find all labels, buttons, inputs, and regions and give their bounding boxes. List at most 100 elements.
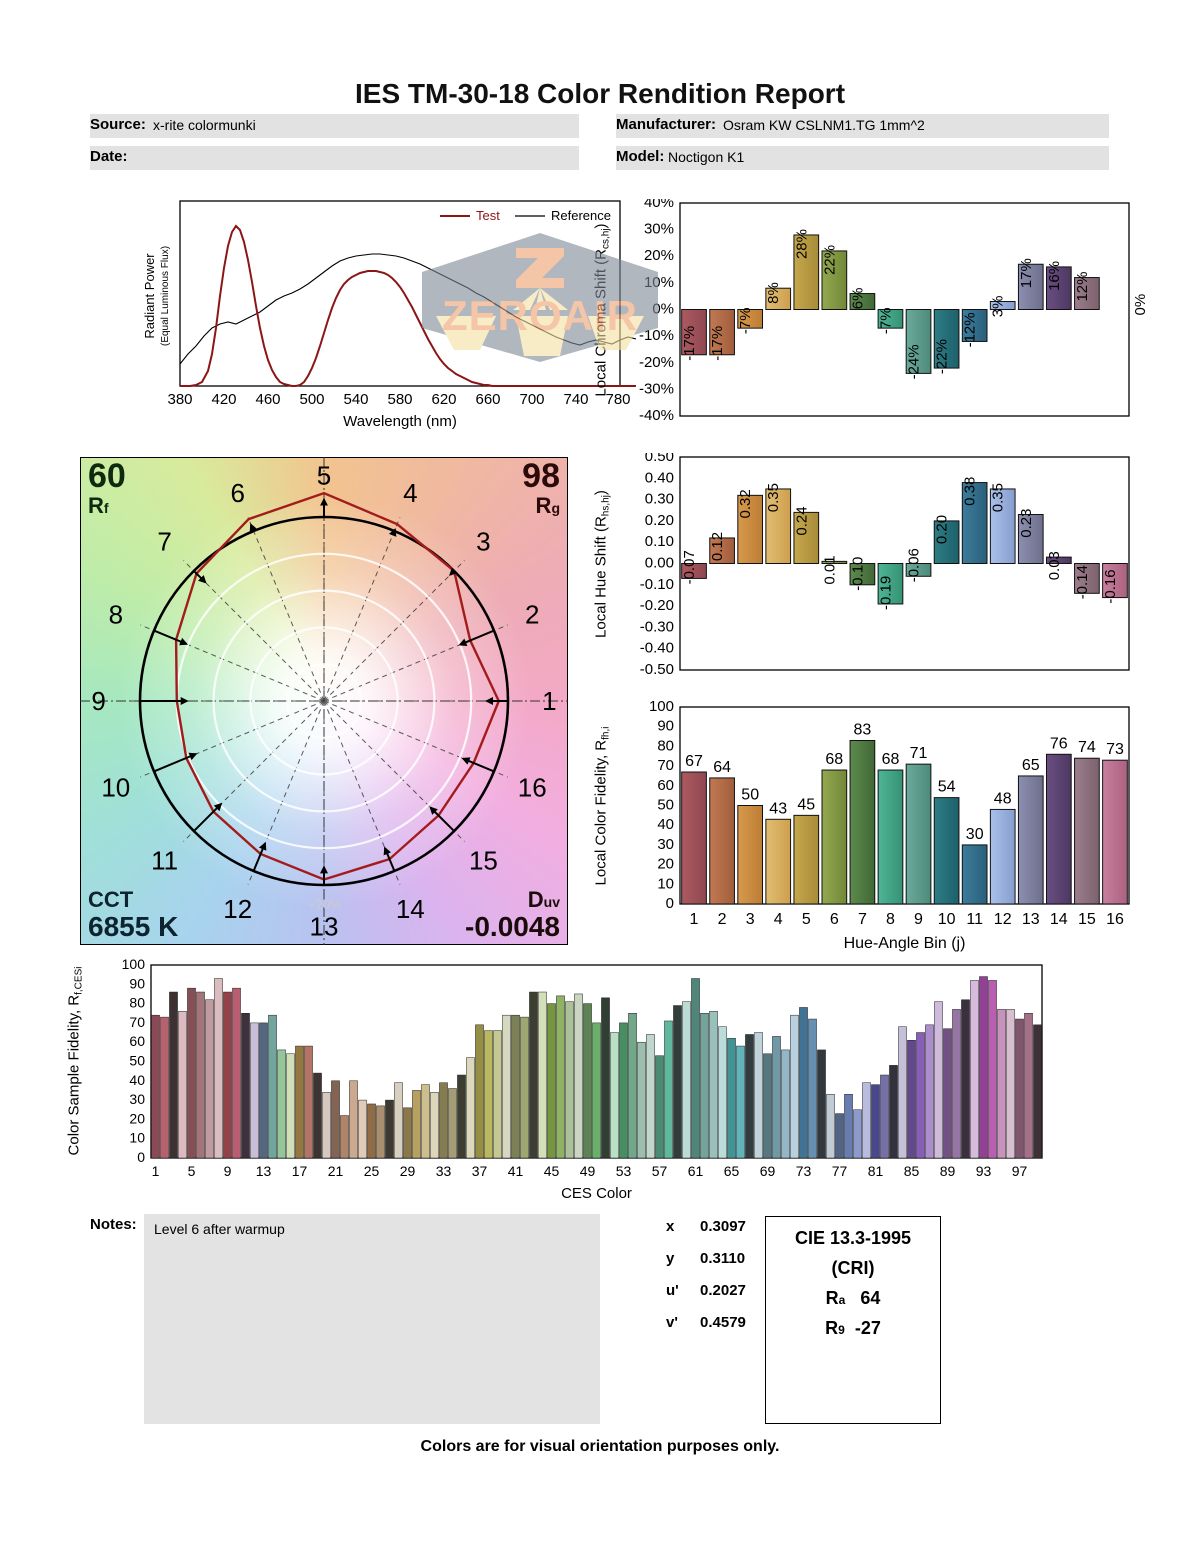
svg-text:6%: 6% xyxy=(849,288,866,310)
svg-text:-17%: -17% xyxy=(681,326,698,361)
svg-text:-12%: -12% xyxy=(962,312,979,347)
svg-text:50: 50 xyxy=(741,787,759,804)
svg-text:12: 12 xyxy=(223,894,252,924)
svg-text:80: 80 xyxy=(657,737,674,754)
svg-text:16: 16 xyxy=(1106,911,1124,928)
svg-text:10: 10 xyxy=(938,911,956,928)
svg-text:73: 73 xyxy=(1106,741,1124,758)
svg-text:17%: 17% xyxy=(1018,258,1035,288)
svg-text:61: 61 xyxy=(688,1163,704,1179)
svg-text:Wavelength (nm): Wavelength (nm) xyxy=(343,413,457,430)
svg-text:580: 580 xyxy=(387,391,412,408)
svg-text:-0.10: -0.10 xyxy=(849,557,866,591)
svg-text:65: 65 xyxy=(1022,757,1040,774)
svg-text:40: 40 xyxy=(657,816,674,833)
svg-text:0.50: 0.50 xyxy=(645,453,674,465)
svg-text:0: 0 xyxy=(666,895,674,912)
svg-text:CES Color: CES Color xyxy=(561,1185,632,1202)
svg-text:69: 69 xyxy=(760,1163,776,1179)
svg-text:620: 620 xyxy=(431,391,456,408)
svg-text:70: 70 xyxy=(657,757,674,774)
svg-text:0.23: 0.23 xyxy=(1018,509,1035,538)
svg-text:68: 68 xyxy=(882,751,900,768)
svg-text:8%: 8% xyxy=(765,282,782,304)
svg-text:16: 16 xyxy=(518,772,547,802)
svg-text:81: 81 xyxy=(868,1163,884,1179)
svg-text:-22%: -22% xyxy=(934,339,951,374)
svg-text:4: 4 xyxy=(774,911,783,928)
svg-text:16%: 16% xyxy=(1046,261,1063,291)
svg-text:10: 10 xyxy=(129,1130,145,1146)
svg-text:100: 100 xyxy=(649,698,674,715)
svg-text:0.40: 0.40 xyxy=(645,469,674,486)
svg-text:13: 13 xyxy=(256,1163,272,1179)
svg-text:460: 460 xyxy=(255,391,280,408)
svg-text:64: 64 xyxy=(713,759,731,776)
svg-text:2: 2 xyxy=(525,600,539,630)
svg-text:14: 14 xyxy=(1050,911,1068,928)
svg-text:Hue-Angle Bin (j): Hue-Angle Bin (j) xyxy=(844,935,966,952)
svg-text:660: 660 xyxy=(475,391,500,408)
svg-text:73: 73 xyxy=(796,1163,812,1179)
svg-text:Test: Test xyxy=(476,208,500,223)
svg-text:65: 65 xyxy=(724,1163,740,1179)
svg-text:77: 77 xyxy=(832,1163,848,1179)
svg-text:0.30: 0.30 xyxy=(645,491,674,508)
svg-text:-0.30: -0.30 xyxy=(640,618,674,635)
svg-text:22%: 22% xyxy=(821,245,838,275)
svg-text:Radiant Power: Radiant Power xyxy=(142,253,157,339)
svg-text:17: 17 xyxy=(292,1163,308,1179)
svg-text:-40%: -40% xyxy=(639,407,674,420)
svg-text:ZEROAIR: ZEROAIR xyxy=(442,292,638,339)
svg-text:13: 13 xyxy=(1022,911,1040,928)
svg-text:100: 100 xyxy=(122,956,146,972)
svg-text:2: 2 xyxy=(718,911,727,928)
svg-text:0.12: 0.12 xyxy=(709,532,726,561)
svg-text:45: 45 xyxy=(544,1163,560,1179)
svg-text:43: 43 xyxy=(769,800,787,817)
svg-text:0: 0 xyxy=(137,1149,145,1165)
svg-text:40%: 40% xyxy=(644,199,674,211)
svg-text:57: 57 xyxy=(652,1163,668,1179)
svg-text:5: 5 xyxy=(317,461,331,491)
svg-text:1: 1 xyxy=(690,911,699,928)
svg-text:83: 83 xyxy=(854,722,872,739)
svg-text:45: 45 xyxy=(797,796,815,813)
svg-text:89: 89 xyxy=(940,1163,956,1179)
svg-text:5: 5 xyxy=(188,1163,196,1179)
svg-text:21: 21 xyxy=(328,1163,344,1179)
svg-text:9: 9 xyxy=(224,1163,232,1179)
svg-text:-0.10: -0.10 xyxy=(640,576,674,593)
svg-text:41: 41 xyxy=(508,1163,524,1179)
svg-text:0.20: 0.20 xyxy=(934,515,951,544)
svg-text:97: 97 xyxy=(1012,1163,1028,1179)
svg-text:90: 90 xyxy=(657,718,674,735)
svg-text:7: 7 xyxy=(858,911,867,928)
svg-text:37: 37 xyxy=(472,1163,488,1179)
svg-text:-0.16: -0.16 xyxy=(1102,569,1119,603)
svg-text:50: 50 xyxy=(129,1053,145,1069)
svg-text:-0.40: -0.40 xyxy=(640,640,674,657)
svg-text:-24%: -24% xyxy=(906,344,923,379)
svg-text:11: 11 xyxy=(151,845,178,875)
svg-text:-17%: -17% xyxy=(709,326,726,361)
svg-text:53: 53 xyxy=(616,1163,632,1179)
svg-text:29: 29 xyxy=(400,1163,416,1179)
svg-text:5: 5 xyxy=(802,911,811,928)
svg-text:-7%: -7% xyxy=(878,307,895,334)
svg-text:0.32: 0.32 xyxy=(737,489,754,518)
svg-text:(Equal Luminous Flux): (Equal Luminous Flux) xyxy=(160,246,171,346)
svg-text:3%: 3% xyxy=(990,296,1007,318)
svg-text:12: 12 xyxy=(994,911,1012,928)
svg-text:25: 25 xyxy=(364,1163,380,1179)
svg-text:11: 11 xyxy=(966,911,983,928)
svg-text:-7%: -7% xyxy=(737,307,754,334)
svg-text:60: 60 xyxy=(657,777,674,794)
svg-text:0%: 0% xyxy=(1132,294,1149,316)
svg-text:85: 85 xyxy=(904,1163,920,1179)
svg-text:68: 68 xyxy=(825,751,843,768)
svg-text:0.20: 0.20 xyxy=(645,512,674,529)
svg-text:10: 10 xyxy=(101,772,130,802)
svg-text:12%: 12% xyxy=(1074,272,1091,302)
svg-text:60: 60 xyxy=(129,1033,145,1049)
